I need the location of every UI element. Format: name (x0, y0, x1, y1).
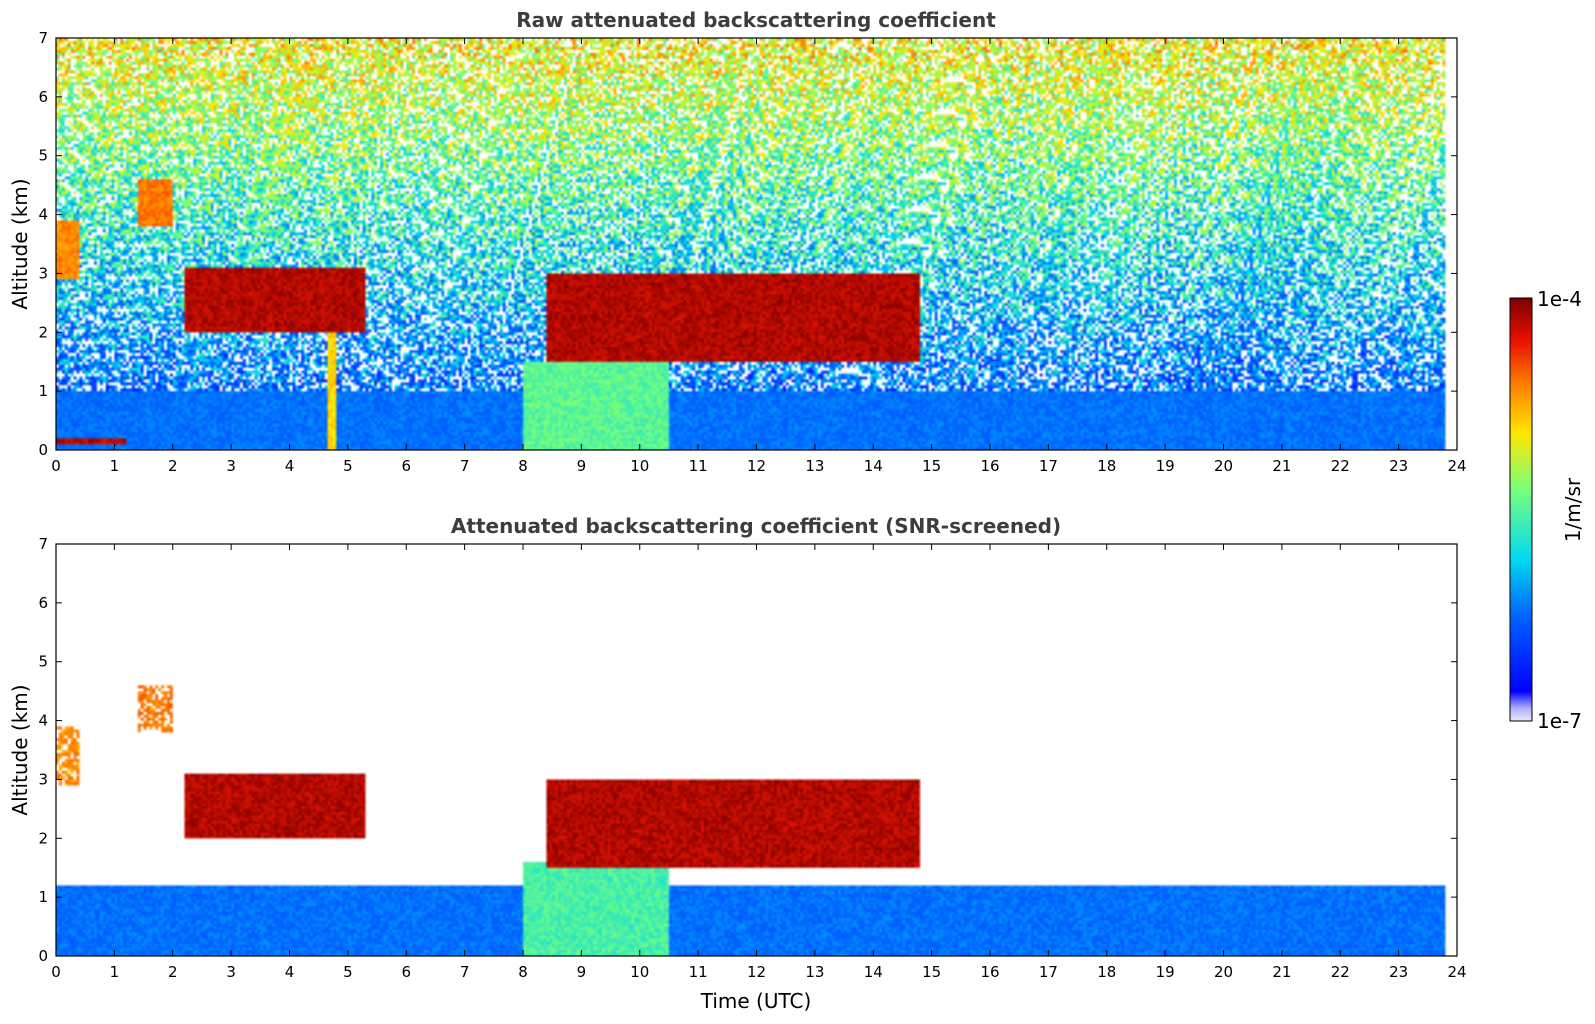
x-tick-label: 11 (689, 963, 708, 981)
x-tick-label: 20 (1214, 963, 1233, 981)
x-tick-label: 23 (1389, 963, 1408, 981)
y-tick-label: 4 (38, 712, 48, 730)
colorbar-max-label: 1e-4 (1537, 287, 1582, 311)
x-tick-label: 0 (51, 457, 61, 475)
colorbar: 1e-4 1e-7 1/m/sr (1509, 287, 1585, 733)
x-tick-label: 24 (1447, 963, 1466, 981)
x-tick-label: 10 (630, 457, 649, 475)
y-tick-label: 1 (38, 382, 48, 400)
y-tick-label: 7 (38, 29, 48, 47)
colorbar-label: 1/m/sr (1561, 477, 1585, 542)
y-ticks-screened: 0 1 2 3 4 5 6 7 (38, 535, 1457, 965)
x-tick-label: 3 (226, 963, 236, 981)
x-tick-label: 10 (630, 963, 649, 981)
x-tick-label: 4 (285, 457, 295, 475)
y-tick-label: 3 (38, 264, 48, 282)
x-tick-label: 19 (1156, 963, 1175, 981)
x-tick-label: 5 (343, 963, 353, 981)
y-tick-label: 2 (38, 323, 48, 341)
x-tick-label: 14 (864, 457, 883, 475)
x-tick-label: 24 (1447, 457, 1466, 475)
y-tick-label: 5 (38, 147, 48, 165)
y-tick-label: 3 (38, 770, 48, 788)
y-tick-label: 1 (38, 888, 48, 906)
x-tick-label: 21 (1272, 457, 1291, 475)
y-ticks-raw: 0 1 2 3 4 5 6 7 (38, 29, 1457, 459)
y-tick-label: 0 (38, 441, 48, 459)
x-tick-label: 11 (689, 457, 708, 475)
x-tick-label: 14 (864, 963, 883, 981)
x-tick-label: 23 (1389, 457, 1408, 475)
x-tick-label: 7 (460, 963, 470, 981)
x-ticks-raw: 0 1 2 3 4 5 6 7 8 9 10 11 12 13 14 15 16 17 18 19 20 21 22 23 24 (51, 38, 1467, 475)
x-tick-label: 2 (168, 457, 178, 475)
x-tick-label: 18 (1097, 963, 1116, 981)
y-tick-label: 6 (38, 594, 48, 612)
x-ticks-screened: 0 1 2 3 4 5 6 7 8 9 10 11 12 13 14 15 16 17 18 19 20 21 22 23 24 (51, 544, 1467, 981)
x-tick-label: 16 (980, 457, 999, 475)
x-tick-label: 13 (805, 457, 824, 475)
y-axis-label-screened: Altitude (km) (8, 684, 32, 815)
x-tick-label: 9 (577, 963, 587, 981)
heatmap-raw (56, 38, 1457, 450)
x-tick-label: 22 (1331, 963, 1350, 981)
x-tick-label: 22 (1331, 457, 1350, 475)
panel-raw: Raw attenuated backscattering coefficien… (8, 8, 1467, 475)
x-axis-label: Time (UTC) (700, 989, 812, 1013)
x-tick-label: 9 (577, 457, 587, 475)
x-tick-label: 18 (1097, 457, 1116, 475)
x-tick-label: 19 (1156, 457, 1175, 475)
x-tick-label: 3 (226, 457, 236, 475)
x-tick-label: 17 (1039, 963, 1058, 981)
panel-raw-title: Raw attenuated backscattering coefficien… (516, 8, 996, 32)
colorbar-gradient (1509, 297, 1533, 722)
panel-screened: Attenuated backscattering coefficient (S… (8, 514, 1467, 981)
x-tick-label: 2 (168, 963, 178, 981)
heatmap-screened (56, 544, 1457, 956)
x-tick-label: 0 (51, 963, 61, 981)
x-tick-label: 7 (460, 457, 470, 475)
y-tick-label: 5 (38, 653, 48, 671)
x-tick-label: 16 (980, 963, 999, 981)
colorbar-min-label: 1e-7 (1537, 709, 1582, 733)
y-tick-label: 6 (38, 88, 48, 106)
x-tick-label: 8 (518, 457, 528, 475)
x-tick-label: 13 (805, 963, 824, 981)
panel-screened-title: Attenuated backscattering coefficient (S… (451, 514, 1061, 538)
x-tick-label: 6 (401, 457, 411, 475)
x-tick-label: 12 (747, 457, 766, 475)
x-tick-label: 20 (1214, 457, 1233, 475)
x-tick-label: 15 (922, 963, 941, 981)
x-tick-label: 17 (1039, 457, 1058, 475)
y-tick-label: 7 (38, 535, 48, 553)
x-tick-label: 12 (747, 963, 766, 981)
y-tick-label: 0 (38, 947, 48, 965)
x-tick-label: 21 (1272, 963, 1291, 981)
x-tick-label: 6 (401, 963, 411, 981)
y-tick-label: 2 (38, 829, 48, 847)
y-axis-label-raw: Altitude (km) (8, 178, 32, 309)
y-tick-label: 4 (38, 206, 48, 224)
x-tick-label: 15 (922, 457, 941, 475)
x-tick-label: 1 (110, 457, 120, 475)
x-tick-label: 4 (285, 963, 295, 981)
x-tick-label: 1 (110, 963, 120, 981)
x-tick-label: 8 (518, 963, 528, 981)
x-tick-label: 5 (343, 457, 353, 475)
